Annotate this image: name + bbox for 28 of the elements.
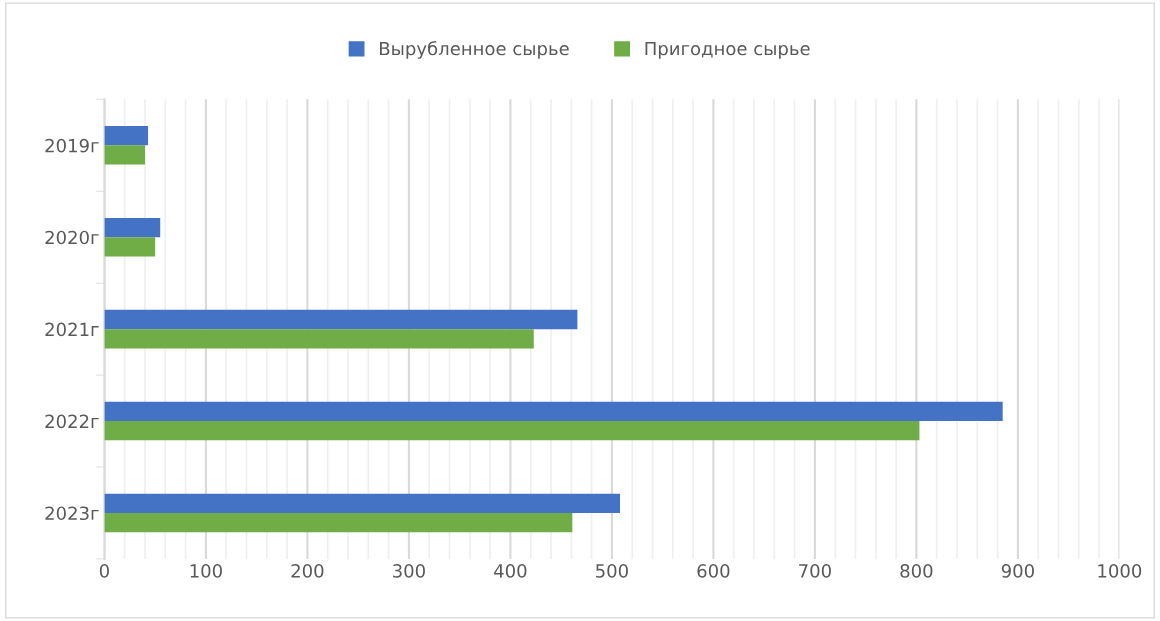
bar	[104, 401, 1003, 422]
x-tick-label: 0	[99, 564, 109, 578]
bar	[104, 512, 573, 533]
bar	[104, 217, 161, 238]
x-tick-label: 800	[900, 564, 933, 578]
x-tick-label: 600	[697, 564, 730, 578]
x-tick-label: 900	[1001, 564, 1034, 578]
y-tick-label: 2023г	[45, 506, 99, 521]
bar	[104, 421, 920, 441]
legend-label: Пригодное сырье	[645, 41, 810, 59]
y-tick-label: 2020г	[45, 230, 99, 245]
y-tick-label: 2022г	[45, 414, 99, 429]
x-tick-label: 100	[190, 564, 222, 578]
x-tick-label: 500	[596, 564, 628, 578]
bar	[104, 309, 578, 330]
x-tick-label: 300	[393, 564, 425, 578]
x-tick-label: 200	[291, 564, 324, 578]
y-tick-label: 2019г	[45, 138, 99, 153]
bar	[104, 145, 145, 165]
bar	[104, 237, 156, 257]
bar	[104, 493, 621, 513]
y-tick-label: 2021г	[45, 322, 99, 337]
x-tick-label: 400	[494, 564, 527, 578]
x-tick-label: 700	[799, 564, 831, 578]
legend-label: Вырубленное сырье	[380, 41, 569, 59]
bar	[104, 126, 149, 146]
bar	[104, 329, 534, 349]
x-tick-label: 1000	[1098, 564, 1142, 578]
